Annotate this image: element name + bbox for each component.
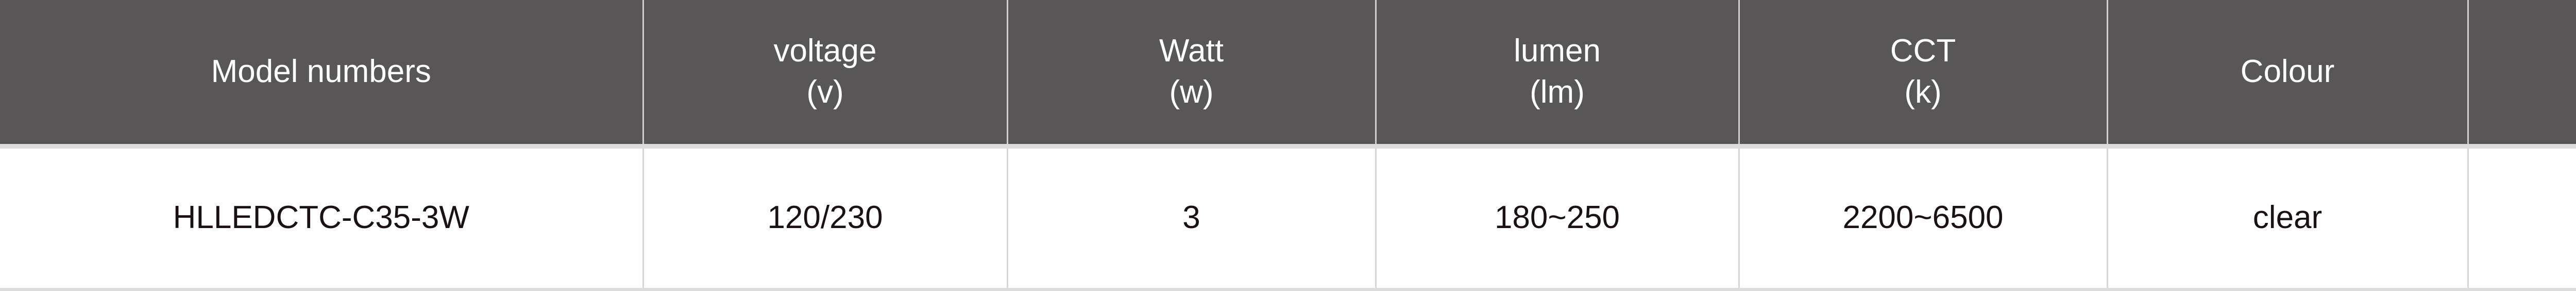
cell-voltage: 120/230 xyxy=(643,146,1008,291)
cell-watt: 3 xyxy=(1007,146,1377,291)
header-row: Model numbers voltage (v) Watt (w) lumen… xyxy=(0,0,2576,149)
column-header-voltage: voltage (v) xyxy=(643,0,1008,149)
cell-colour: clear xyxy=(2107,146,2469,291)
cell-model: HLLEDCTC-C35-3W xyxy=(0,146,644,291)
table-header: Model numbers voltage (v) Watt (w) lumen… xyxy=(0,0,2576,149)
cell-lumen: 180~250 xyxy=(1376,146,1740,291)
cell-cct: 2200~6500 xyxy=(1739,146,2108,291)
column-header-filaments: Filaments Count xyxy=(2468,0,2576,149)
column-header-cct: CCT (k) xyxy=(1739,0,2108,149)
column-header-lumen: lumen (lm) xyxy=(1376,0,1740,149)
cell-filaments: 2 xyxy=(2468,146,2576,291)
column-header-colour: Colour xyxy=(2107,0,2469,149)
table-row: HLLEDCTC-C35-3W 120/230 3 180~250 2200~6… xyxy=(0,146,2576,291)
column-header-model: Model numbers xyxy=(0,0,644,149)
table-body: HLLEDCTC-C35-3W 120/230 3 180~250 2200~6… xyxy=(0,146,2576,291)
column-header-watt: Watt (w) xyxy=(1007,0,1377,149)
